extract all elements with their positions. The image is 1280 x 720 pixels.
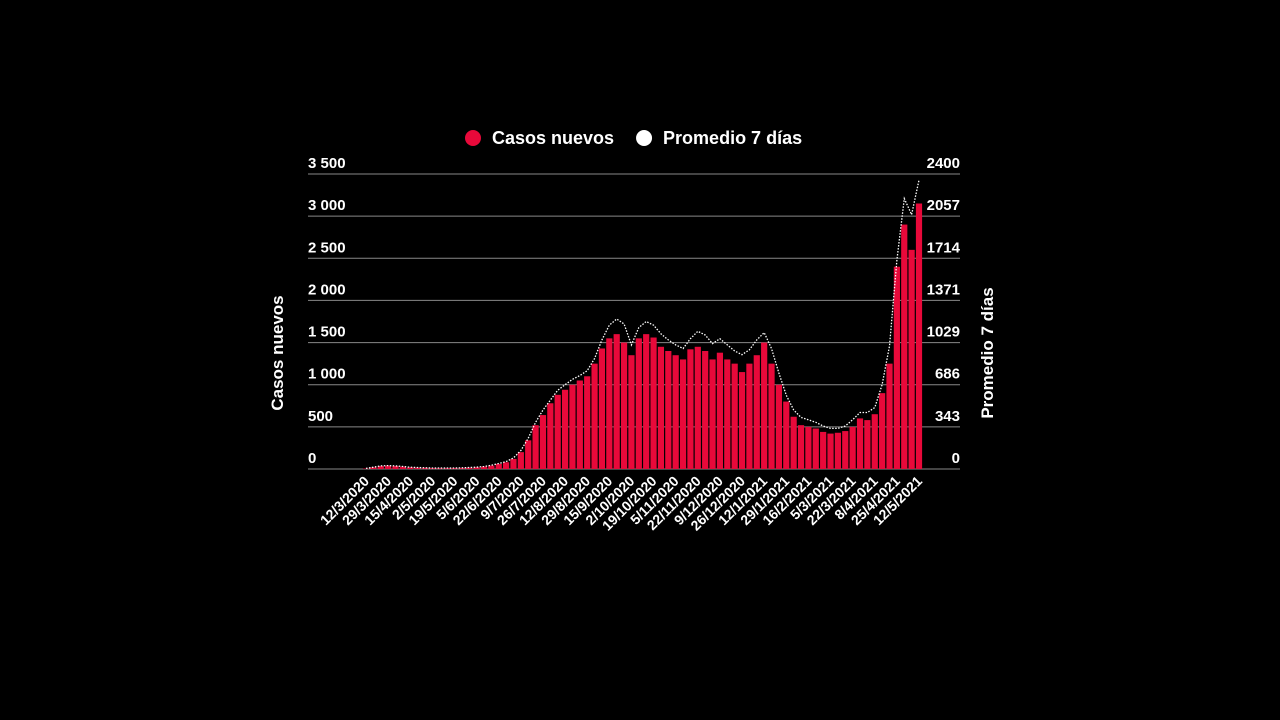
y-tick-label: 1 000 [308,366,346,383]
y2-tick-label: 0 [952,450,960,467]
bar [436,468,443,469]
bar [480,466,488,469]
bar [495,463,502,469]
y-tick-label: 3 500 [308,155,346,172]
bar [731,363,738,469]
bar [473,467,480,469]
y2-tick-label: 686 [935,366,960,383]
bar [502,462,510,469]
bar [834,432,841,469]
y-tick-label: 1 500 [308,324,346,341]
bar [458,467,465,469]
bar [820,431,827,469]
y-tick-label: 3 000 [308,197,346,214]
bar [901,224,908,469]
y-axis-title: Casos nuevos [268,295,287,410]
y2-tick-label: 2400 [927,155,960,172]
y-tick-label: 500 [308,408,333,425]
bar [812,428,819,469]
bar [665,351,672,469]
bar [856,418,864,469]
bar [893,266,900,469]
bar [525,440,532,469]
bar [709,359,716,469]
bar [797,425,805,469]
bar [569,384,576,469]
bar [532,425,539,469]
bar [488,465,495,469]
bar [724,359,731,469]
y2-tick-label: 1029 [927,324,960,341]
bar [864,420,871,469]
bar [547,403,554,469]
y2-tick-label: 2057 [927,197,960,214]
average-line [365,179,920,470]
bar [635,338,642,469]
bar [746,363,753,469]
bar [790,416,797,469]
bar [407,467,414,469]
bar [694,346,701,469]
bar [628,355,635,469]
y-tick-label: 2 500 [308,239,346,256]
bar [613,334,620,469]
bar [370,467,377,469]
bar [620,342,628,469]
bar [672,355,679,469]
bar [650,337,657,469]
bar [561,389,569,469]
bar [385,465,392,469]
bar [554,394,561,469]
bar [510,458,517,469]
bar [879,393,886,469]
bar [842,431,849,469]
y2-axis-title: Promedio 7 días [978,287,997,418]
legend-marker [465,130,481,146]
bar [679,359,687,469]
legend-marker [636,130,653,146]
y2-tick-label: 1371 [927,281,960,298]
bar [768,363,775,469]
bar [591,363,598,469]
bar [392,466,399,469]
bar [702,351,709,469]
bar [753,355,760,469]
bar [576,380,583,469]
bar [584,376,591,469]
bar [362,468,370,469]
bar [886,363,893,469]
bar [606,338,613,469]
y2-tick-label: 1714 [927,239,961,256]
bar [716,352,724,469]
bar [466,467,473,469]
bar [915,203,923,469]
bar [657,346,665,469]
bar [775,384,783,469]
bar [738,372,746,469]
bar [539,415,547,469]
legend-label: Casos nuevos [492,128,614,148]
bar [908,249,915,469]
y-tick-label: 2 000 [308,281,346,298]
legend-label: Promedio 7 días [663,128,802,148]
bar [783,401,790,469]
bar [377,466,384,469]
bar [643,334,650,469]
bar [761,342,768,469]
y-tick-label: 0 [308,450,316,467]
bar [451,468,458,469]
bar [849,426,856,469]
bar [421,467,429,469]
bar [517,452,524,469]
bar [399,466,406,469]
y2-tick-label: 343 [935,408,960,425]
bar [598,348,606,469]
bar [827,433,834,469]
bar [687,349,694,469]
bar [805,426,812,469]
bar [871,414,878,469]
bar [414,467,421,469]
